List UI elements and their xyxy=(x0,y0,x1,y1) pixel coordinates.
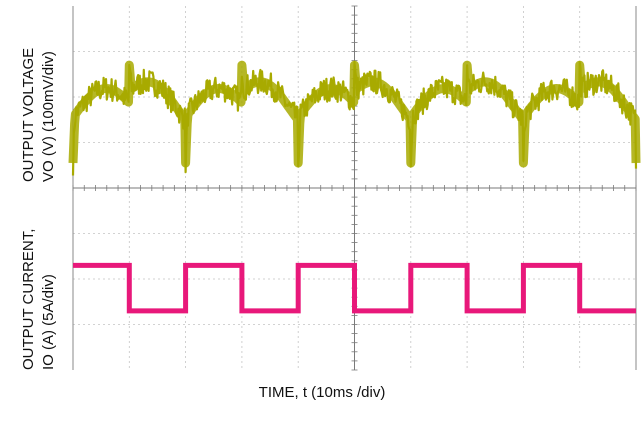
current-axis-label-line2: IO (A) (5A/div) xyxy=(40,274,57,370)
current-axis-label-line1: OUTPUT CURRENT, xyxy=(20,228,37,370)
voltage-axis-label-2: VO (V) (100mV/div) xyxy=(40,51,57,182)
output-voltage-trace xyxy=(68,60,641,168)
current-axis-label-2: IO (A) (5A/div) xyxy=(40,274,57,370)
voltage-axis-label: OUTPUT VOLTAGE xyxy=(20,48,37,182)
traces xyxy=(68,60,641,314)
x-axis-label: TIME, t (10ms /div) xyxy=(258,384,386,401)
voltage-axis-label-line1: OUTPUT VOLTAGE xyxy=(20,47,37,182)
current-axis-label: OUTPUT CURRENT, xyxy=(20,229,37,370)
voltage-axis-label-line2: VO (V) (100mV/div) xyxy=(40,51,57,182)
